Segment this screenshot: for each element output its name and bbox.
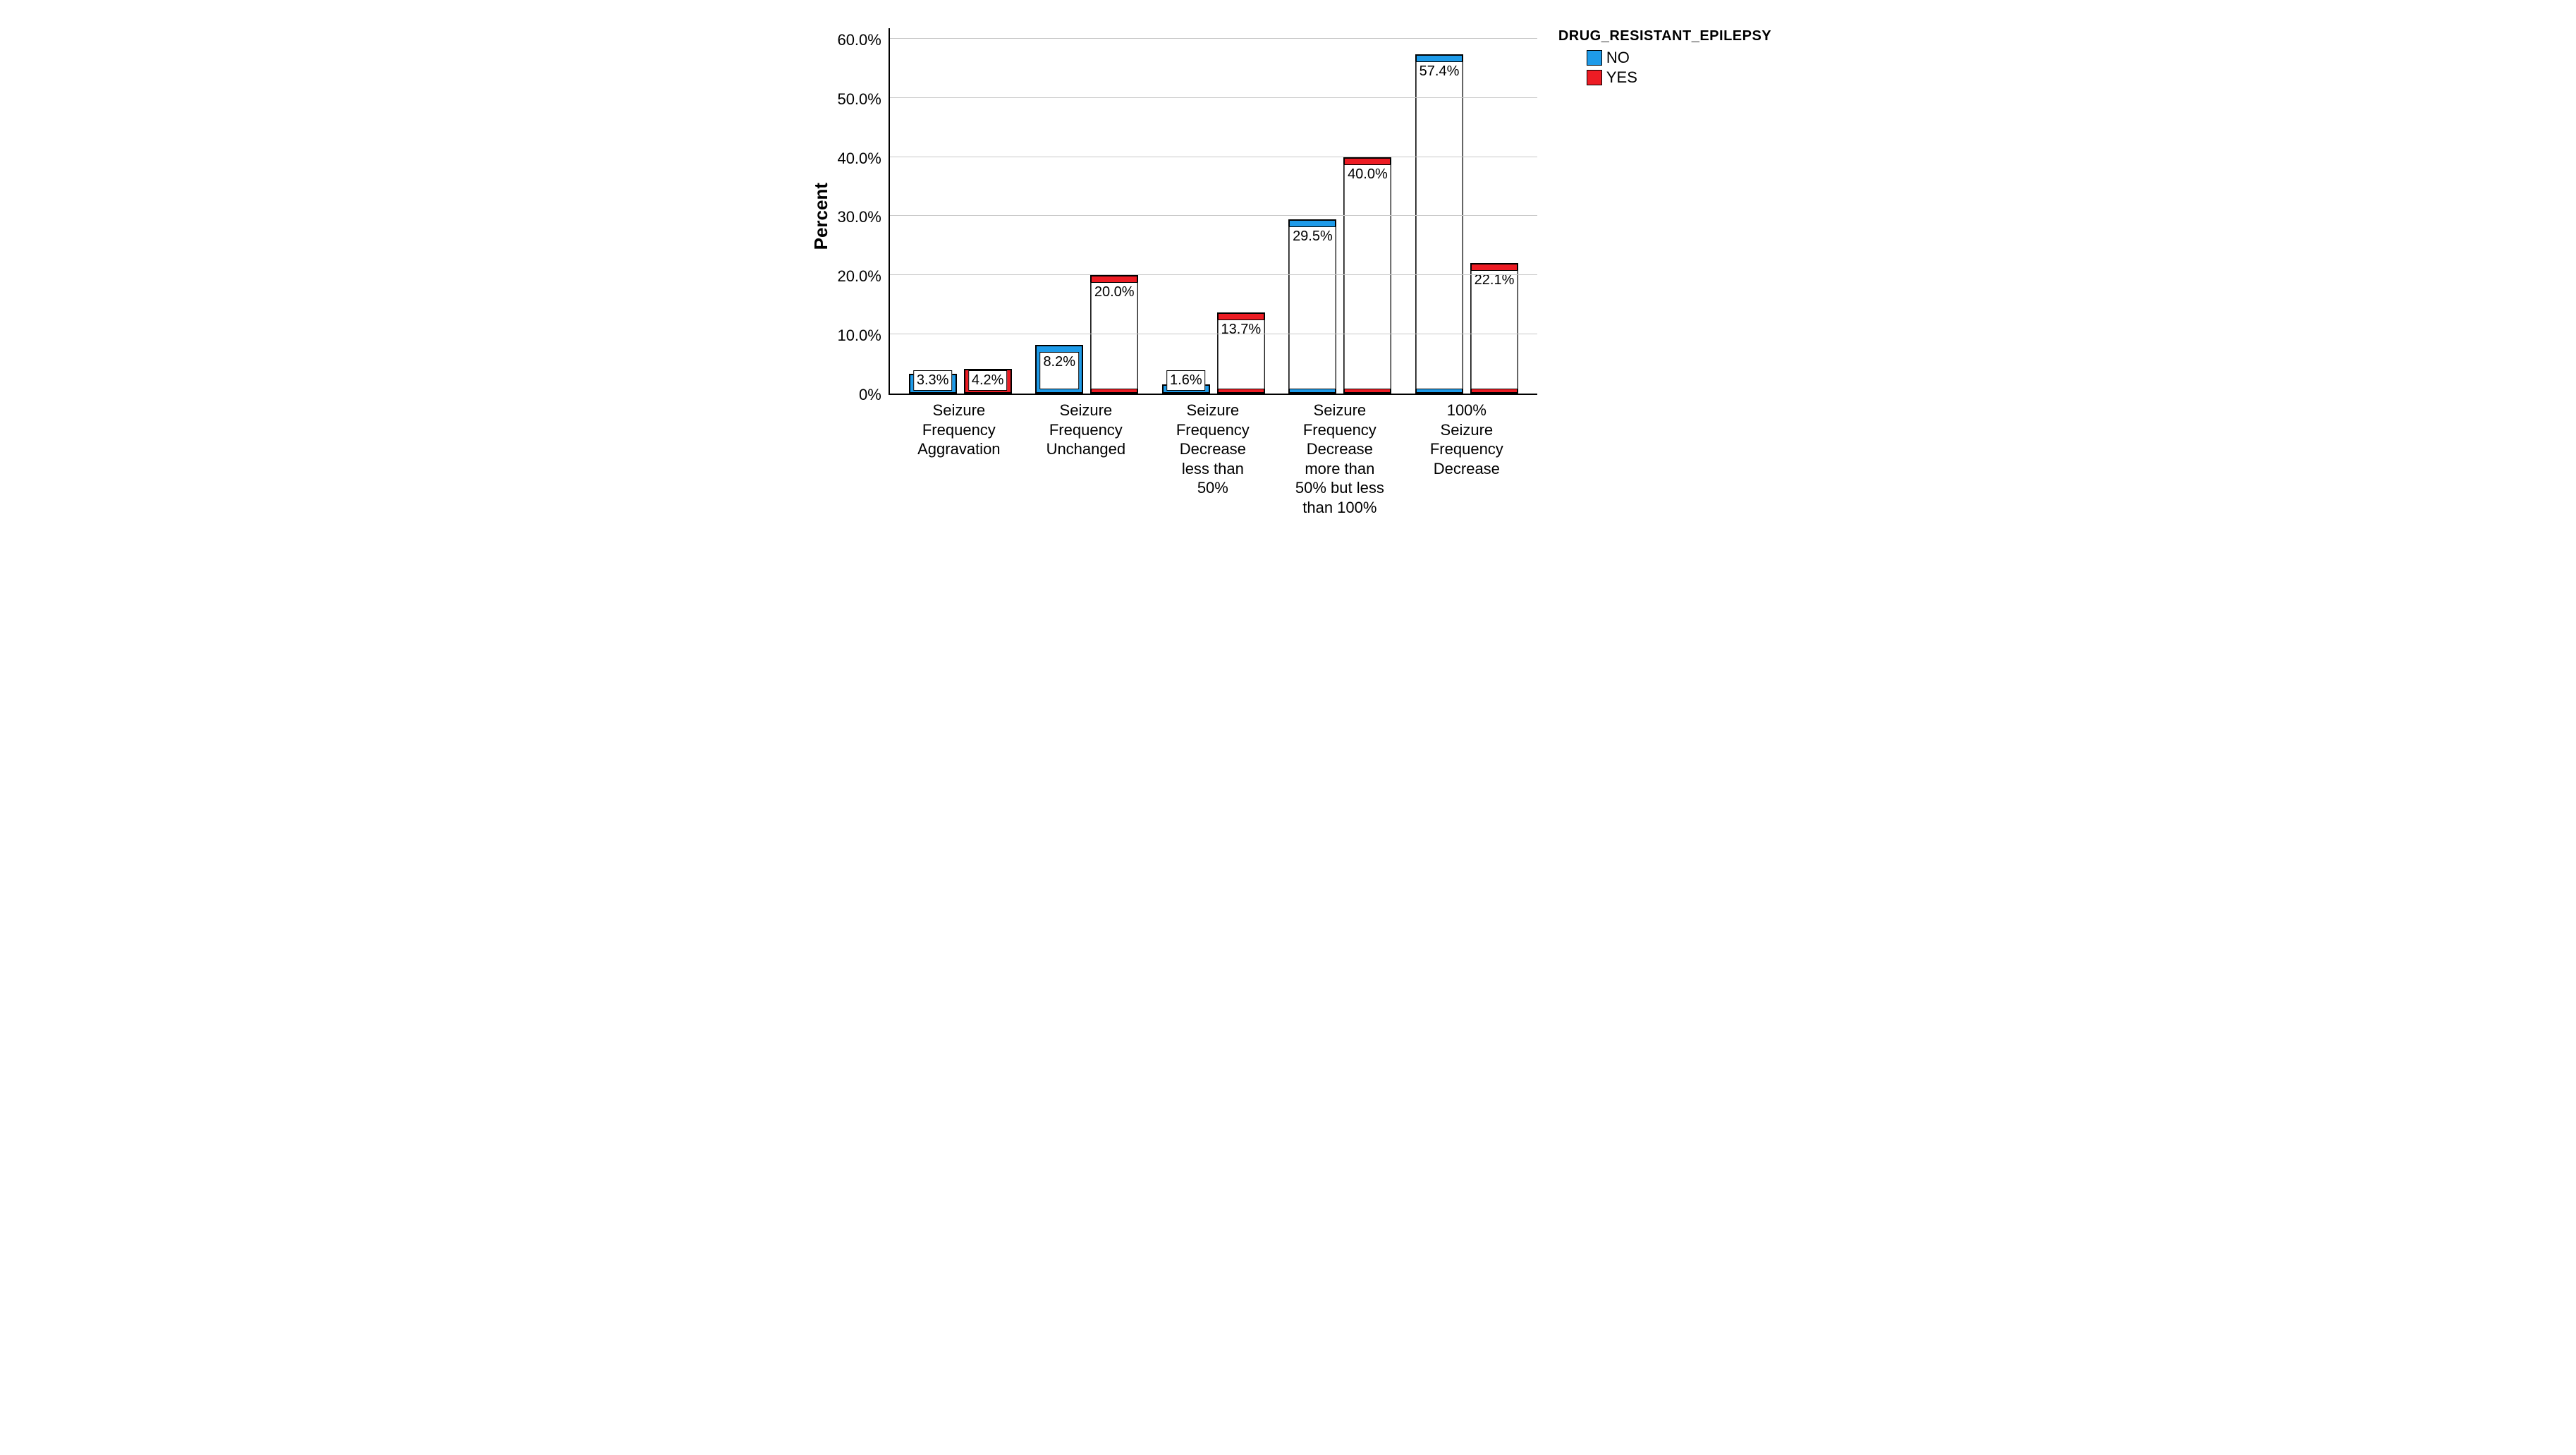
legend-swatch xyxy=(1587,50,1602,66)
bar-group: 1.6% 13.7% xyxy=(1150,312,1277,394)
bar-yes: 13.7% xyxy=(1217,312,1265,394)
y-tick: 20.0% xyxy=(837,269,881,284)
x-axis-label: SeizureFrequencyAggravation xyxy=(896,401,1023,517)
bar-no: 3.3% xyxy=(909,374,957,394)
plot-area: 3.3%4.2%8.2%20.0%1.6%13.7%29.5%40.0%57.4… xyxy=(889,28,1537,395)
y-tick: 30.0% xyxy=(837,209,881,225)
legend: DRUG_RESISTANT_EPILEPSY NOYES xyxy=(1558,28,1771,88)
x-axis-label: SeizureFrequencyDecreasemore than50% but… xyxy=(1276,401,1403,517)
gridline xyxy=(890,215,1537,216)
bar-value-label: 3.3% xyxy=(913,370,953,391)
x-axis-label: SeizureFrequencyDecreaseless than50% xyxy=(1149,401,1276,517)
bar-value-label: 8.2% xyxy=(1039,352,1079,389)
bar-value-label: 29.5% xyxy=(1289,226,1336,389)
bar-value-label: 40.0% xyxy=(1344,164,1391,389)
bar-value-label: 20.0% xyxy=(1091,282,1138,389)
bar-group: 57.4%22.1% xyxy=(1403,54,1530,394)
legend-items: NOYES xyxy=(1558,49,1771,87)
bar-yes: 4.2% xyxy=(964,369,1012,394)
bar-no: 8.2% xyxy=(1035,345,1083,394)
y-tick: 60.0% xyxy=(837,32,881,48)
bar-yes: 40.0% xyxy=(1343,157,1391,394)
gridline xyxy=(890,274,1537,275)
plot-column: 60.0% 50.0% 40.0% 30.0% 20.0% 10.0% 0% 3.3% 4.2… xyxy=(832,28,1537,517)
bar-group: 29.5%40.0% xyxy=(1277,157,1404,394)
bar-no: 29.5% xyxy=(1288,219,1336,394)
bar-value-label: 13.7% xyxy=(1217,319,1264,389)
chart-container: Percent 60.0% 50.0% 40.0% 30.0% 20.0% 10.0% 0%… xyxy=(805,28,1771,517)
legend-label: YES xyxy=(1606,68,1637,87)
legend-swatch xyxy=(1587,70,1602,85)
bar-groups: 3.3%4.2%8.2%20.0%1.6%13.7%29.5%40.0%57.4… xyxy=(890,28,1537,394)
plot-row: 60.0%50.0%40.0%30.0%20.0%10.0%0% 3.3%4.2… xyxy=(832,28,1537,395)
bar-value-label: 4.2% xyxy=(968,370,1008,391)
bar-value-label: 57.4% xyxy=(1416,61,1463,389)
gridline xyxy=(890,38,1537,39)
y-axis-label: Percent xyxy=(805,183,832,250)
bar-value-label: 22.1% xyxy=(1471,270,1518,389)
bar-value-label: 1.6% xyxy=(1166,370,1206,391)
legend-item: NO xyxy=(1587,49,1771,67)
bar-yes: 22.1% xyxy=(1470,263,1518,394)
y-tick: 50.0% xyxy=(837,92,881,107)
bar-no: 1.6% xyxy=(1162,384,1210,394)
y-tick: 10.0% xyxy=(837,328,881,343)
x-axis-labels: SeizureFrequencyAggravationSeizureFreque… xyxy=(889,395,1537,517)
chart-main: Percent 60.0% 50.0% 40.0% 30.0% 20.0% 10.0% 0%… xyxy=(805,28,1537,517)
bar-no: 57.4% xyxy=(1415,54,1463,394)
y-tick: 0% xyxy=(859,387,881,403)
y-axis-ticks: 60.0%50.0%40.0%30.0%20.0%10.0%0% xyxy=(832,28,889,395)
legend-title: DRUG_RESISTANT_EPILEPSY xyxy=(1558,28,1771,44)
legend-label: NO xyxy=(1606,49,1630,67)
x-axis-label: SeizureFrequencyUnchanged xyxy=(1023,401,1149,517)
x-axis-label: 100%SeizureFrequencyDecrease xyxy=(1403,401,1530,517)
gridline xyxy=(890,97,1537,98)
legend-item: YES xyxy=(1587,68,1771,87)
bar-group: 3.3% 4.2% xyxy=(897,369,1024,394)
y-tick: 40.0% xyxy=(837,151,881,166)
